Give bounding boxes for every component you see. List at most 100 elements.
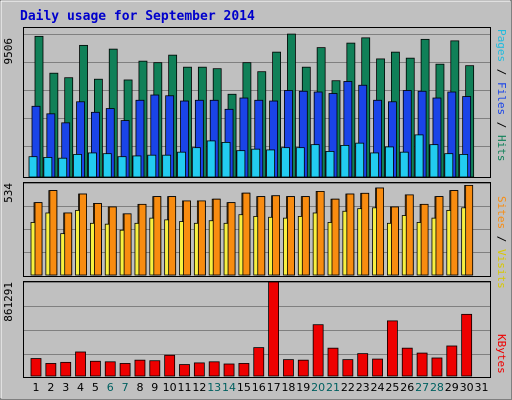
x-tick-day-9: 9 bbox=[151, 381, 159, 394]
bar-visits-front-day-2 bbox=[49, 190, 58, 276]
bar-pages-day-22 bbox=[340, 145, 350, 178]
x-tick-day-2: 2 bbox=[47, 381, 55, 394]
x-tick-day-17: 17 bbox=[266, 381, 281, 394]
bar-pages-day-10 bbox=[162, 154, 172, 178]
bar-visits-front-day-6 bbox=[108, 206, 117, 276]
bar-visits-front-day-30 bbox=[465, 185, 474, 276]
x-tick-day-3: 3 bbox=[62, 381, 70, 394]
legend-kbytes: KBytes bbox=[495, 334, 508, 374]
x-tick-day-28: 28 bbox=[429, 381, 444, 394]
bar-visits-front-day-10 bbox=[168, 196, 177, 276]
bar-pages-day-17 bbox=[266, 149, 276, 178]
x-tick-day-31: 31 bbox=[474, 381, 489, 394]
bar-visits-front-day-15 bbox=[242, 192, 251, 276]
bar-visits-front-day-14 bbox=[227, 202, 236, 276]
bar-visits-front-day-18 bbox=[287, 196, 295, 276]
bar-kbytes-day-8 bbox=[134, 359, 146, 377]
bar-kbytes-day-10 bbox=[164, 354, 176, 377]
bar-visits-front-day-5 bbox=[94, 203, 102, 276]
x-tick-day-30: 30 bbox=[459, 381, 474, 394]
x-tick-day-21: 21 bbox=[326, 381, 340, 394]
x-tick-day-22: 22 bbox=[340, 381, 355, 394]
bar-kbytes-day-26 bbox=[401, 347, 413, 377]
bar-visits-front-day-7 bbox=[123, 213, 132, 276]
bar-kbytes-day-25 bbox=[386, 320, 398, 377]
bar-pages-day-20 bbox=[310, 144, 320, 178]
bar-pages-day-2 bbox=[43, 157, 53, 178]
bar-kbytes-day-13 bbox=[208, 361, 220, 377]
bar-pages-day-16 bbox=[251, 148, 261, 178]
bar-pages-day-1 bbox=[28, 156, 38, 178]
bar-pages-day-28 bbox=[429, 144, 439, 178]
bar-visits-front-day-16 bbox=[257, 196, 266, 276]
bar-visits-front-day-19 bbox=[301, 196, 310, 276]
x-tick-day-1: 1 bbox=[32, 381, 40, 394]
bar-pages-day-21 bbox=[325, 151, 335, 178]
bar-kbytes-day-4 bbox=[75, 351, 86, 377]
bar-visits-front-day-4 bbox=[79, 193, 87, 276]
x-tick-day-24: 24 bbox=[370, 381, 385, 394]
legend-hits-files-pages: Pages / Files / Hits bbox=[495, 29, 508, 162]
bar-pages-day-24 bbox=[370, 152, 379, 178]
bar-pages-day-5 bbox=[88, 152, 97, 178]
bar-visits-front-day-9 bbox=[153, 196, 162, 276]
bar-pages-day-29 bbox=[444, 153, 454, 178]
bar-kbytes-day-14 bbox=[223, 363, 235, 377]
bar-kbytes-day-2 bbox=[45, 363, 57, 377]
bar-kbytes-day-1 bbox=[30, 358, 42, 377]
x-tick-day-18: 18 bbox=[281, 381, 296, 394]
bar-kbytes-day-24 bbox=[372, 358, 383, 377]
bar-visits-front-day-21 bbox=[331, 198, 340, 276]
bar-kbytes-day-16 bbox=[253, 347, 265, 377]
bar-visits-front-day-28 bbox=[435, 196, 444, 276]
bar-visits-front-day-23 bbox=[361, 192, 370, 276]
bar-kbytes-day-3 bbox=[60, 361, 72, 377]
bar-visits-front-day-25 bbox=[390, 206, 399, 276]
bar-kbytes-day-23 bbox=[357, 353, 369, 377]
bar-pages-day-11 bbox=[177, 151, 186, 178]
x-tick-day-12: 12 bbox=[192, 381, 207, 394]
bar-visits-front-day-13 bbox=[212, 198, 221, 276]
legend-visits-sites: Sites / Visits bbox=[495, 196, 508, 289]
x-tick-day-20: 20 bbox=[311, 381, 326, 394]
bar-visits-front-day-3 bbox=[64, 212, 73, 276]
legend-panel2-part-0: Sites bbox=[495, 196, 508, 230]
x-tick-day-14: 14 bbox=[222, 381, 237, 394]
x-tick-day-6: 6 bbox=[106, 381, 114, 394]
bar-visits-front-day-12 bbox=[197, 200, 206, 276]
bar-kbytes-day-21 bbox=[327, 347, 339, 377]
bar-pages-day-19 bbox=[295, 147, 305, 178]
bar-visits-front-day-26 bbox=[405, 194, 414, 276]
bar-visits-front-day-24 bbox=[376, 187, 384, 276]
legend-panel1-part-2: Files bbox=[495, 82, 508, 116]
x-tick-day-4: 4 bbox=[77, 381, 85, 394]
bar-pages-day-15 bbox=[236, 150, 246, 178]
x-tick-day-29: 29 bbox=[444, 381, 459, 394]
bar-pages-day-14 bbox=[221, 142, 231, 178]
x-tick-day-8: 8 bbox=[136, 381, 144, 394]
bar-kbytes-day-29 bbox=[446, 345, 458, 377]
bar-kbytes-day-27 bbox=[416, 352, 428, 377]
x-tick-day-25: 25 bbox=[385, 381, 400, 394]
bar-pages-day-26 bbox=[399, 151, 409, 178]
chart-title: Daily usage for September 2014 bbox=[20, 9, 255, 24]
legend-panel2-part-2: Visits bbox=[495, 249, 508, 289]
bar-visits-front-day-11 bbox=[183, 200, 191, 276]
bar-visits-front-day-1 bbox=[34, 202, 43, 276]
bar-visits-front-day-17 bbox=[272, 195, 281, 276]
bar-pages-day-27 bbox=[414, 134, 424, 178]
x-tick-day-11: 11 bbox=[177, 381, 192, 394]
x-tick-day-16: 16 bbox=[251, 381, 266, 394]
bar-pages-day-23 bbox=[355, 142, 365, 178]
bar-kbytes-day-22 bbox=[342, 359, 354, 377]
bar-visits-front-day-29 bbox=[450, 190, 459, 276]
bar-visits-front-day-27 bbox=[420, 203, 429, 276]
bar-kbytes-day-6 bbox=[104, 361, 116, 377]
bar-pages-day-12 bbox=[191, 147, 201, 178]
bar-kbytes-day-9 bbox=[149, 360, 161, 377]
bar-pages-day-9 bbox=[147, 154, 157, 178]
legend-panel1-part-0: Pages bbox=[495, 29, 508, 63]
bar-visits-front-day-22 bbox=[346, 193, 355, 276]
bar-kbytes-day-19 bbox=[297, 359, 309, 377]
